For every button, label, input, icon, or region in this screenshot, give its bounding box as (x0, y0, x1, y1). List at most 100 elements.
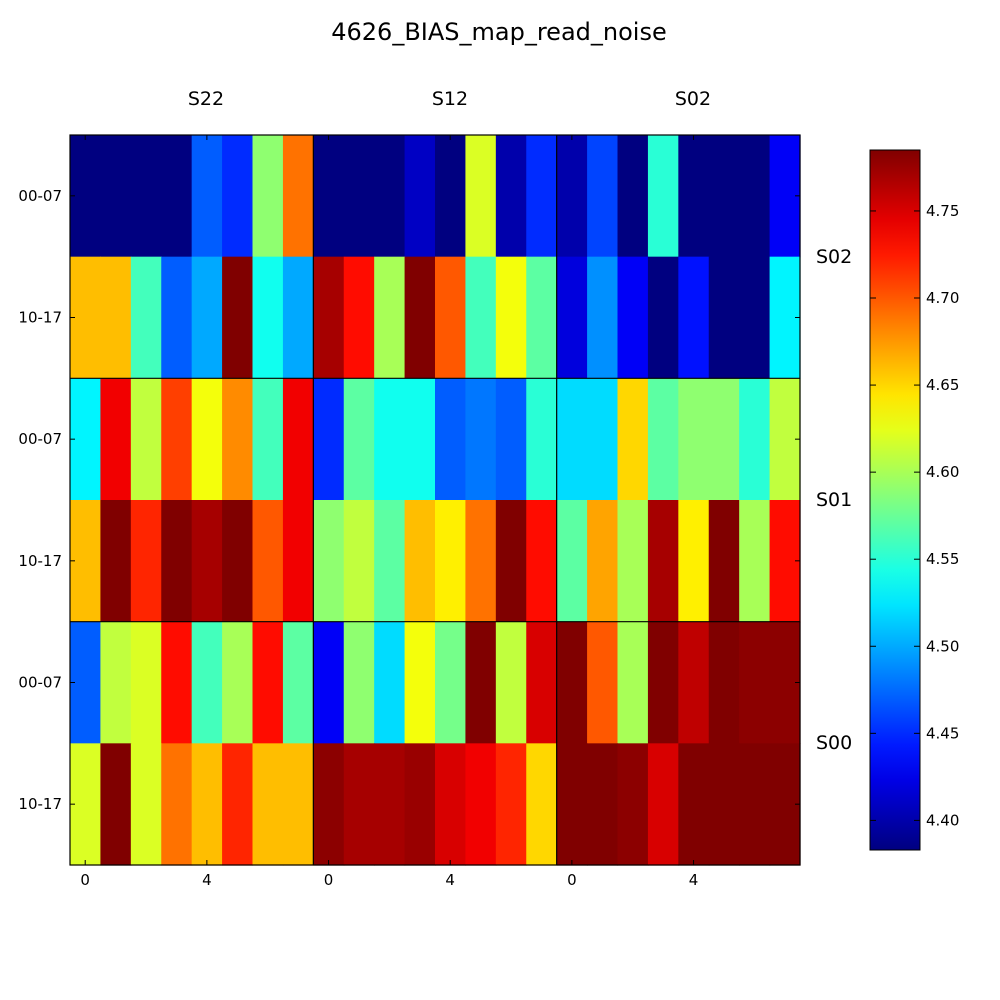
heatmap-cell-r4-c6 (252, 621, 284, 744)
heatmap-cell-r3-c13 (465, 500, 497, 623)
y-tick-label: 10-17 (18, 795, 62, 813)
y-tick-label: 10-17 (18, 309, 62, 327)
heatmap-cell-r0-c12 (435, 135, 467, 258)
x-tick-label: 0 (567, 871, 577, 889)
heatmap-cell-r2-c2 (130, 378, 162, 501)
heatmap-cell-r2-c20 (678, 378, 710, 501)
heatmap-cell-r5-c0 (70, 743, 102, 866)
heatmap-cell-r2-c17 (587, 378, 619, 501)
heatmap-cell-r1-c19 (647, 256, 679, 379)
heatmap-cell-r4-c16 (556, 621, 588, 744)
heatmap-cell-r2-c19 (647, 378, 679, 501)
y-tick-label: 00-07 (18, 674, 62, 692)
heatmap-cell-r1-c22 (739, 256, 771, 379)
heatmap-cell-r2-c3 (161, 378, 193, 501)
row-sensor-label-s01: S01 (816, 489, 852, 511)
heatmap-cell-r0-c1 (100, 135, 132, 258)
heatmap-cell-r3-c1 (100, 500, 132, 623)
heatmap-cell-r5-c17 (587, 743, 619, 866)
heatmap-cell-r3-c20 (678, 500, 710, 623)
heatmap-cell-r1-c3 (161, 256, 193, 379)
heatmap-cell-r0-c22 (739, 135, 771, 258)
heatmap-cell-r3-c21 (708, 500, 740, 623)
heatmap-cell-r4-c13 (465, 621, 497, 744)
heatmap-cell-r4-c14 (495, 621, 527, 744)
colorbar-tick-label: 4.75 (926, 202, 959, 220)
heatmap-cell-r2-c22 (739, 378, 771, 501)
heatmap-cell-r3-c4 (191, 500, 223, 623)
heatmap-cell-r5-c12 (435, 743, 467, 866)
heatmap-cell-r1-c5 (222, 256, 254, 379)
column-sensor-label-s12: S12 (432, 88, 468, 110)
heatmap-cell-r1-c14 (495, 256, 527, 379)
heatmap-cell-r1-c4 (191, 256, 223, 379)
heatmap-cells (70, 135, 801, 866)
chart-title: 4626_BIAS_map_read_noise (331, 18, 666, 46)
heatmap-cell-r1-c0 (70, 256, 102, 379)
heatmap-cell-r5-c9 (343, 743, 375, 866)
heatmap-cell-r3-c3 (161, 500, 193, 623)
column-sensor-label-s02: S02 (675, 88, 711, 110)
heatmap-cell-r4-c1 (100, 621, 132, 744)
heatmap-cell-r4-c22 (739, 621, 771, 744)
heatmap-cell-r5-c8 (313, 743, 345, 866)
heatmap-cell-r3-c9 (343, 500, 375, 623)
x-tick-label: 0 (80, 871, 90, 889)
heatmap-cell-r2-c6 (252, 378, 284, 501)
heatmap-cell-r5-c13 (465, 743, 497, 866)
heatmap-cell-r3-c14 (495, 500, 527, 623)
heatmap-cell-r0-c20 (678, 135, 710, 258)
x-tick-label: 4 (689, 871, 699, 889)
heatmap-cell-r1-c12 (435, 256, 467, 379)
heatmap-cell-r2-c21 (708, 378, 740, 501)
heatmap-cell-r3-c11 (404, 500, 436, 623)
heatmap-cell-r3-c12 (435, 500, 467, 623)
row-sensor-label-s00: S00 (816, 732, 852, 754)
heatmap-cell-r0-c0 (70, 135, 102, 258)
heatmap-cell-r2-c18 (617, 378, 649, 501)
colorbar-tick-label: 4.50 (926, 637, 959, 655)
heatmap-cell-r4-c15 (526, 621, 558, 744)
heatmap-cell-r2-c1 (100, 378, 132, 501)
heatmap-cell-r3-c19 (647, 500, 679, 623)
y-tick-label: 00-07 (18, 430, 62, 448)
heatmap-cell-r5-c14 (495, 743, 527, 866)
colorbar-tick-label: 4.40 (926, 811, 959, 829)
heatmap-cell-r0-c17 (587, 135, 619, 258)
plot-frame (69, 134, 801, 866)
colorbar-tick-label: 4.60 (926, 463, 959, 481)
heatmap-cell-r3-c10 (374, 500, 406, 623)
heatmap-cell-r5-c10 (374, 743, 406, 866)
heatmap-cell-r4-c9 (343, 621, 375, 744)
heatmap-cell-r0-c6 (252, 135, 284, 258)
heatmap-cell-r4-c11 (404, 621, 436, 744)
heatmap-cell-r2-c10 (374, 378, 406, 501)
heatmap-cell-r2-c7 (282, 378, 314, 501)
heatmap-cell-r0-c7 (282, 135, 314, 258)
heatmap-cell-r2-c11 (404, 378, 436, 501)
heatmap-cell-r5-c1 (100, 743, 132, 866)
heatmap-cell-r5-c21 (708, 743, 740, 866)
heatmap-cell-r5-c15 (526, 743, 558, 866)
heatmap-cell-r2-c14 (495, 378, 527, 501)
heatmap-cell-r3-c8 (313, 500, 345, 623)
heatmap-cell-r4-c2 (130, 621, 162, 744)
heatmap-cell-r5-c11 (404, 743, 436, 866)
heatmap-cell-r4-c10 (374, 621, 406, 744)
heatmap-cell-r0-c18 (617, 135, 649, 258)
axis-ticks: 0 4 0 4 0 4 00-07 10-17 00-07 10-17 00-07 10-17 (18, 135, 800, 889)
heatmap-cell-r3-c22 (739, 500, 771, 623)
heatmap-cell-r2-c12 (435, 378, 467, 501)
heatmap-cell-r1-c21 (708, 256, 740, 379)
heatmap-cell-r5-c22 (739, 743, 771, 866)
heatmap-cell-r3-c18 (617, 500, 649, 623)
heatmap-cell-r5-c19 (647, 743, 679, 866)
heatmap-cell-r4-c3 (161, 621, 193, 744)
heatmap-cell-r5-c4 (191, 743, 223, 866)
heatmap-cell-r3-c6 (252, 500, 284, 623)
heatmap-cell-r0-c5 (222, 135, 254, 258)
y-tick-label: 10-17 (18, 552, 62, 570)
heatmap-cell-r2-c13 (465, 378, 497, 501)
heatmap-cell-r5-c18 (617, 743, 649, 866)
heatmap-cell-r2-c8 (313, 378, 345, 501)
